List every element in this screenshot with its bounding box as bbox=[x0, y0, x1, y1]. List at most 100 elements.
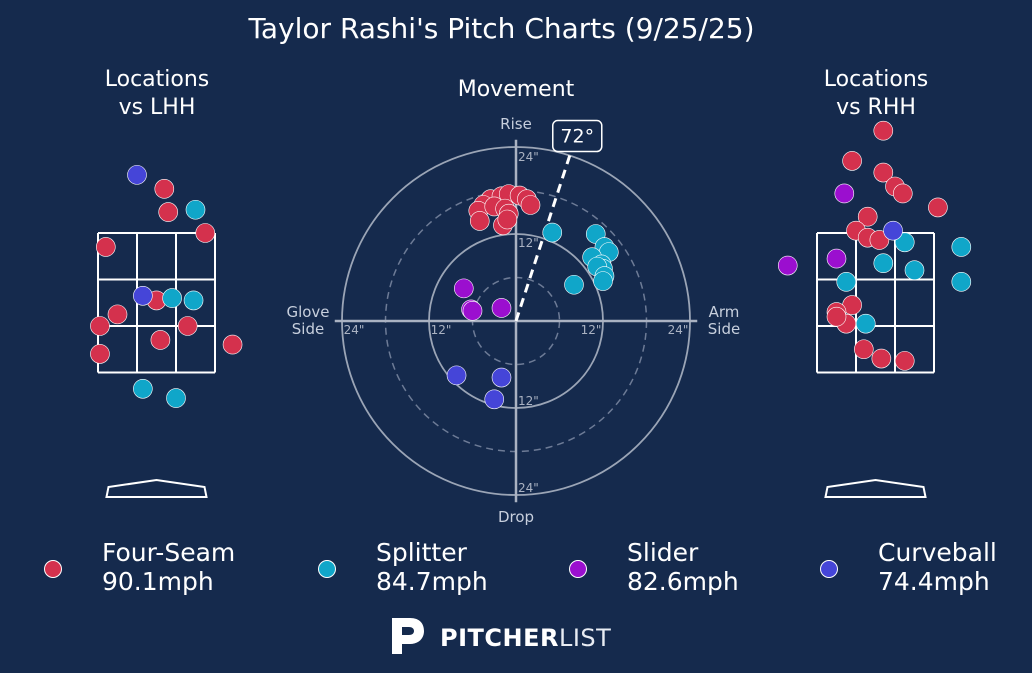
legend-swatch bbox=[569, 560, 587, 578]
movement-point-curveball bbox=[491, 367, 512, 388]
chart-title: Taylor Rashi's Pitch Charts (9/25/25) bbox=[248, 12, 755, 45]
lhh-point-splitter bbox=[133, 378, 153, 399]
movement-label-arm: Arm bbox=[709, 303, 740, 321]
rhh-point-four-seam bbox=[869, 230, 890, 250]
rhh-point-four-seam bbox=[873, 120, 894, 141]
lhh-home-plate bbox=[105, 478, 208, 498]
pitcherlist-p-icon bbox=[392, 618, 424, 654]
movement-tick-left-24: 24" bbox=[344, 323, 365, 337]
lhh-point-four-seam bbox=[90, 344, 110, 364]
movement-pitch-points bbox=[446, 184, 619, 410]
movement-point-slider bbox=[491, 298, 512, 318]
movement-label-drop: Drop bbox=[498, 508, 534, 526]
movement-point-four-seam bbox=[520, 195, 541, 215]
legend-pitch-speed: 74.4mph bbox=[878, 567, 990, 596]
lhh-point-four-seam bbox=[107, 304, 128, 325]
rhh-point-splitter bbox=[951, 272, 972, 292]
legend-pitch-name: Four-Seam bbox=[102, 538, 236, 567]
lhh-point-four-seam bbox=[90, 316, 110, 336]
movement-label-glove: Glove bbox=[286, 303, 329, 321]
lhh-pitch-points bbox=[90, 165, 243, 408]
rhh-point-four-seam bbox=[842, 151, 862, 171]
rhh-panel-title: Locations vs RHH bbox=[776, 66, 976, 122]
movement-panel-title: Movement bbox=[457, 77, 575, 102]
lhh-point-splitter bbox=[166, 388, 186, 408]
lhh-strike-zone bbox=[97, 232, 216, 374]
movement-tick-bottom-12: 12" bbox=[518, 394, 539, 408]
lhh-panel-title: Locations vs LHH bbox=[57, 66, 257, 122]
lhh-point-curveball bbox=[133, 285, 153, 306]
rhh-point-splitter bbox=[836, 272, 857, 292]
lhh-point-four-seam bbox=[150, 330, 171, 350]
movement-label-glove-side: Side bbox=[292, 320, 324, 338]
lhh-point-four-seam bbox=[195, 223, 216, 243]
rhh-point-four-seam bbox=[826, 306, 847, 327]
pitcherlist-logo: PITCHERLIST bbox=[388, 614, 628, 658]
lhh-point-curveball bbox=[127, 165, 147, 185]
lhh-point-splitter bbox=[185, 199, 206, 220]
rhh-point-four-seam bbox=[892, 183, 913, 204]
legend-pitch-name: Curveball bbox=[878, 538, 997, 567]
movement-label-rise: Rise bbox=[500, 115, 532, 133]
rhh-point-splitter bbox=[873, 253, 894, 274]
lhh-point-four-seam bbox=[96, 237, 116, 257]
movement-point-splitter bbox=[593, 271, 613, 291]
lhh-title-line2: vs LHH bbox=[118, 95, 196, 120]
lhh-plate-shape bbox=[105, 478, 208, 498]
rhh-point-four-seam bbox=[894, 351, 915, 371]
lhh-point-splitter bbox=[183, 290, 204, 311]
legend-pitch-name: Splitter bbox=[376, 538, 467, 567]
pitcherlist-wordmark: PITCHERLIST bbox=[440, 624, 611, 652]
rhh-point-four-seam bbox=[857, 206, 878, 227]
movement-label-arm-side: Side bbox=[708, 320, 740, 338]
movement-tick-top-24: 24" bbox=[518, 150, 539, 164]
movement-tick-top-12: 12" bbox=[518, 236, 539, 250]
movement-point-curveball bbox=[446, 365, 467, 386]
movement-point-splitter bbox=[564, 274, 584, 295]
legend-pitch-speed: 84.7mph bbox=[376, 567, 488, 596]
movement-point-splitter bbox=[542, 222, 563, 243]
rhh-title-line2: vs RHH bbox=[836, 95, 916, 120]
legend-swatch bbox=[318, 560, 336, 578]
legend-pitch-speed: 90.1mph bbox=[102, 567, 214, 596]
lhh-point-four-seam bbox=[177, 316, 198, 336]
movement-tick-right-24: 24" bbox=[668, 323, 689, 337]
arm-angle-label-box bbox=[552, 119, 603, 153]
legend-swatch bbox=[820, 560, 838, 578]
movement-tick-bottom-24: 24" bbox=[518, 481, 539, 495]
rhh-title-line1: Locations bbox=[823, 67, 929, 92]
movement-point-four-seam bbox=[469, 211, 490, 231]
rhh-point-curveball bbox=[883, 220, 903, 241]
lhh-point-splitter bbox=[162, 288, 182, 308]
rhh-point-four-seam bbox=[873, 162, 894, 183]
arm-angle-line: 72° bbox=[514, 119, 603, 322]
lhh-point-four-seam bbox=[158, 202, 178, 222]
logo-light-text: LIST bbox=[558, 624, 612, 652]
movement-point-curveball bbox=[484, 389, 505, 410]
movement-tick-right-12: 12" bbox=[581, 323, 602, 337]
movement-tick-left-12: 12" bbox=[431, 323, 452, 337]
legend-swatch bbox=[44, 560, 62, 578]
rhh-point-slider bbox=[834, 183, 855, 204]
rhh-pitch-points bbox=[777, 120, 972, 371]
rhh-point-slider bbox=[777, 255, 798, 276]
legend-pitch-name: Slider bbox=[627, 538, 699, 567]
logo-bold-text: PITCHER bbox=[440, 624, 559, 652]
rhh-point-splitter bbox=[904, 260, 925, 281]
rhh-home-plate bbox=[824, 478, 927, 498]
arm-angle-label: 72° bbox=[560, 126, 594, 148]
movement-point-four-seam bbox=[497, 209, 518, 230]
lhh-point-four-seam bbox=[154, 179, 175, 199]
movement-point-slider bbox=[453, 278, 474, 299]
rhh-point-slider bbox=[826, 248, 847, 269]
rhh-point-four-seam bbox=[853, 339, 874, 360]
movement-point-slider bbox=[462, 301, 483, 321]
rhh-point-splitter bbox=[855, 313, 876, 334]
rhh-point-four-seam bbox=[928, 197, 948, 218]
rhh-point-four-seam bbox=[871, 348, 892, 369]
lhh-title-line1: Locations bbox=[104, 67, 210, 92]
rhh-plate-shape bbox=[824, 478, 927, 498]
lhh-point-four-seam bbox=[222, 334, 243, 355]
